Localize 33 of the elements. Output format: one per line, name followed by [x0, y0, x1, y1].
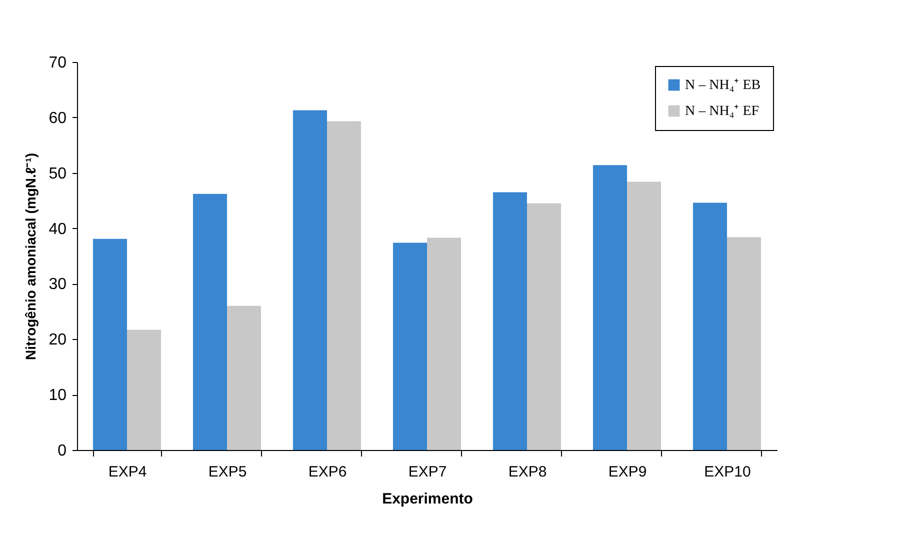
bar: [127, 330, 161, 450]
y-tick-label: 40: [48, 220, 67, 238]
bar: [693, 202, 727, 450]
legend-label: N – NH₄⁺ EF: [685, 104, 760, 119]
bar: [193, 194, 227, 450]
bar: [493, 192, 527, 450]
x-tick-label: EXP7: [408, 464, 447, 480]
y-tick-label: 50: [48, 165, 67, 182]
x-tick-label: EXP4: [108, 464, 147, 480]
bar: [93, 238, 127, 450]
y-tick-label: 70: [48, 54, 67, 72]
bar: [527, 203, 561, 450]
bar: [627, 182, 661, 450]
bar: [593, 165, 627, 450]
y-tick-label: 20: [48, 332, 67, 349]
x-tick-label: EXP8: [508, 464, 547, 480]
y-tick-label: 0: [58, 442, 67, 460]
y-tick-label: 60: [48, 110, 67, 127]
bar: [393, 242, 427, 450]
y-axis-title: Nitrogênio amoniacal (mgN.ℓ⁻¹): [22, 152, 39, 360]
x-tick-label: EXP6: [308, 464, 347, 480]
x-tick-label: EXP9: [608, 464, 647, 480]
bar: [327, 121, 361, 450]
x-axis-title: Experimento: [382, 490, 473, 508]
bar: [427, 238, 461, 450]
y-tick-label: 10: [48, 387, 67, 404]
x-tick-label: EXP10: [704, 464, 751, 480]
legend-label: N – NH₄⁺ EB: [685, 78, 761, 93]
bar: [293, 110, 327, 450]
y-tick-label: 30: [48, 276, 67, 294]
bar: [727, 237, 761, 450]
bar: [227, 306, 261, 450]
x-tick-label: EXP5: [208, 464, 247, 480]
